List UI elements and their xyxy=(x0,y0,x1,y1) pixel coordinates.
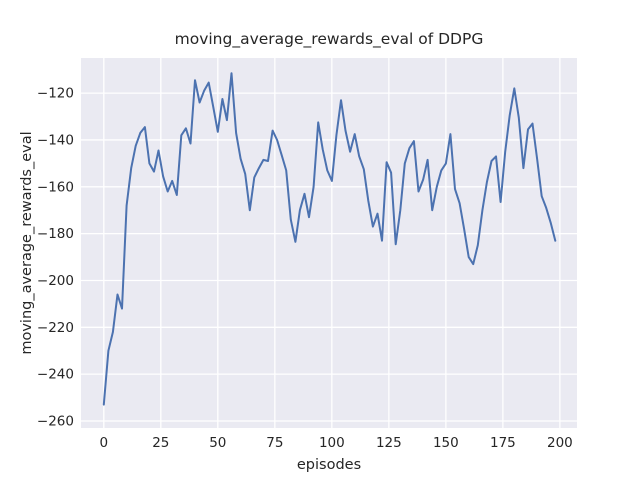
y-tick-label: −180 xyxy=(37,226,74,242)
y-tick-label: −140 xyxy=(37,132,74,148)
x-axis-label: episodes xyxy=(296,457,362,473)
chart-title: moving_average_rewards_eval of DDPG xyxy=(174,30,484,48)
y-tick-label: −260 xyxy=(37,413,74,429)
y-tick-label: −200 xyxy=(37,273,74,289)
y-tick-label: −160 xyxy=(37,179,74,195)
x-tick-label: 25 xyxy=(152,435,169,451)
x-tick-label: 50 xyxy=(209,435,226,451)
y-axis-label-text: moving_average_rewards_eval xyxy=(19,131,35,355)
x-tick-label: 150 xyxy=(433,435,459,451)
x-tick-label: 0 xyxy=(100,435,109,451)
y-tick-label: −120 xyxy=(37,86,74,102)
x-tick-label: 200 xyxy=(547,435,573,451)
y-tick-label: −220 xyxy=(37,320,74,336)
x-tick-label: 100 xyxy=(319,435,345,451)
reward-line-series xyxy=(102,72,557,406)
x-tick-label: 125 xyxy=(376,435,402,451)
x-tick-label: 175 xyxy=(490,435,516,451)
y-tick-label: −240 xyxy=(37,367,74,383)
plot-background xyxy=(81,58,577,428)
x-tick-label: 75 xyxy=(266,435,283,451)
